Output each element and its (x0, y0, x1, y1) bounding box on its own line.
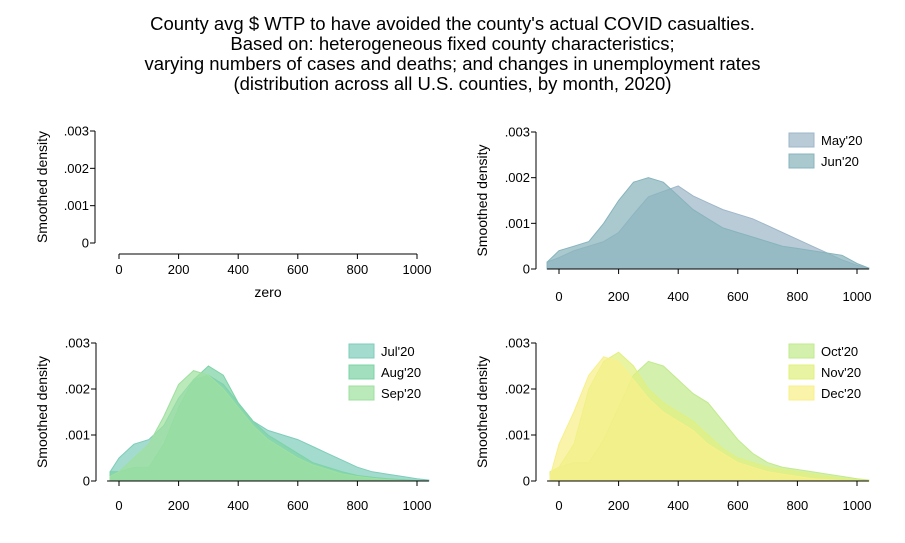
y-tick-label: .003 (64, 124, 89, 139)
y-tick-label: .002 (64, 161, 89, 176)
title-line-3: varying numbers of cases and deaths; and… (144, 53, 761, 74)
panel-top-left: 0 200 400 600 800 1000 0 .001 .002 .003 Smoothed d… (34, 124, 431, 301)
y-tick-label: .001 (64, 198, 89, 213)
y-tick-label: 0 (523, 262, 530, 277)
legend-label: Dec'20 (821, 386, 861, 401)
panel-bottom-left: 0 200 400 600 800 1000 0 .001 .002 .003 Smoothed d… (34, 336, 431, 514)
legend-swatch (788, 364, 815, 380)
y-tick-label: .003 (505, 125, 530, 140)
x-tick-label: 600 (287, 262, 309, 277)
title-line-4: (distribution across all U.S. counties, … (233, 73, 672, 94)
legend-swatch (348, 385, 375, 401)
x-axis-title: zero (254, 284, 281, 300)
x-tick-label: 800 (787, 498, 809, 513)
x-tick-label: 400 (667, 498, 689, 513)
x-tick-label: 1000 (403, 498, 432, 513)
y-tick-label: .002 (505, 170, 530, 185)
x-tick-label: 0 (555, 289, 562, 304)
x-tick-label: 600 (727, 289, 749, 304)
y-tick-label: .003 (65, 336, 90, 351)
x-tick-label: 400 (227, 498, 249, 513)
legend-label: Sep'20 (381, 386, 421, 401)
x-tick-label: 0 (555, 498, 562, 513)
legend-swatch (788, 153, 815, 169)
legend-swatch (788, 132, 815, 148)
title-line-1: County avg $ WTP to have avoided the cou… (150, 13, 755, 34)
y-tick-label: 0 (83, 474, 90, 489)
panel-bottom-right: 0 200 400 600 800 1000 0 .001 .002 .003 Smoothed d… (474, 336, 871, 514)
x-tick-label: 800 (347, 498, 369, 513)
legend-swatch (348, 343, 375, 359)
x-tick-label: 1000 (843, 289, 872, 304)
x-tick-label: 800 (347, 262, 369, 277)
y-tick-label: .001 (505, 428, 530, 443)
x-tick-label: 400 (227, 262, 249, 277)
series-area-dec20 (549, 356, 869, 482)
x-tick-label: 200 (608, 289, 630, 304)
legend-label: Oct'20 (821, 344, 858, 359)
legend-label: Jul'20 (381, 344, 415, 359)
y-axis-title: Smoothed density (34, 131, 50, 243)
y-axis-title: Smoothed density (474, 144, 490, 256)
legend-label: Jun'20 (821, 154, 859, 169)
panel-top-right: 0 200 400 600 800 1000 0 .001 .002 .003 Smoothed d… (474, 125, 871, 305)
x-tick-label: 200 (168, 498, 190, 513)
legend-label: May'20 (821, 133, 863, 148)
y-axis-title: Smoothed density (474, 356, 490, 468)
x-tick-label: 600 (287, 498, 309, 513)
y-tick-label: 0 (523, 474, 530, 489)
series-area-sep20 (109, 370, 429, 482)
x-tick-label: 1000 (843, 498, 872, 513)
y-tick-label: .002 (65, 382, 90, 397)
x-tick-label: 200 (608, 498, 630, 513)
chart-title: County avg $ WTP to have avoided the cou… (0, 14, 905, 94)
title-line-2: Based on: heterogeneous fixed county cha… (230, 33, 675, 54)
x-tick-label: 800 (787, 289, 809, 304)
y-axis-title: Smoothed density (34, 356, 50, 468)
legend-swatch (348, 364, 375, 380)
x-tick-label: 1000 (403, 262, 432, 277)
series-area-jun20 (546, 177, 870, 270)
x-tick-label: 200 (168, 262, 190, 277)
legend-label: Nov'20 (821, 365, 861, 380)
y-tick-label: .003 (505, 336, 530, 351)
legend-swatch (788, 385, 815, 401)
y-tick-label: .002 (505, 382, 530, 397)
x-tick-label: 600 (727, 498, 749, 513)
y-tick-label: 0 (82, 236, 89, 251)
x-tick-label: 400 (667, 289, 689, 304)
legend-label: Aug'20 (381, 365, 421, 380)
y-tick-label: .001 (65, 428, 90, 443)
x-tick-label: 0 (115, 498, 122, 513)
y-tick-label: .001 (505, 216, 530, 231)
legend-swatch (788, 343, 815, 359)
x-tick-label: 0 (115, 262, 122, 277)
